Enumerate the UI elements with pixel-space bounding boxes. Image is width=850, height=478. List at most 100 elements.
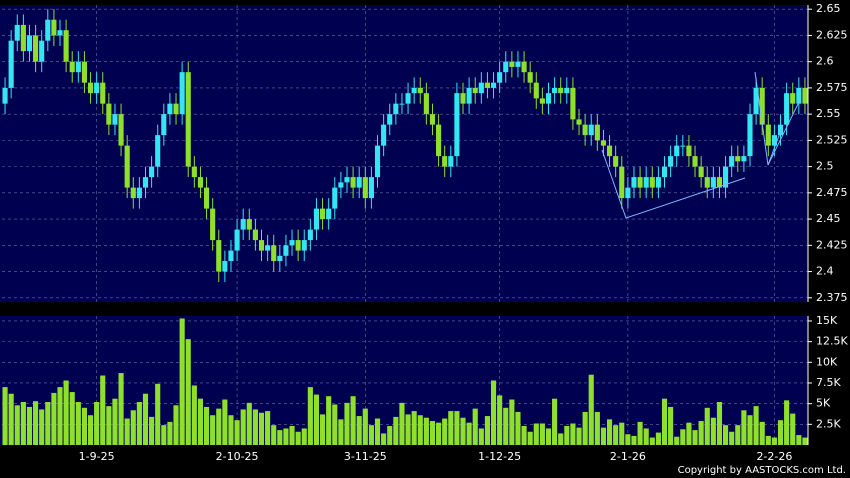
- volume-bar: [191, 385, 197, 445]
- volume-bar: [753, 406, 759, 445]
- candle-body: [185, 72, 191, 167]
- volume-bar: [295, 431, 301, 445]
- volume-bar: [582, 411, 588, 445]
- candle-body: [75, 61, 81, 73]
- volume-bar: [45, 402, 51, 445]
- trend-line: [767, 99, 801, 166]
- volume-bar: [454, 411, 460, 445]
- volume-bar: [472, 408, 478, 445]
- candle-body: [271, 245, 277, 262]
- candle-body: [277, 255, 283, 262]
- candle-body: [381, 124, 387, 146]
- candle-body: [94, 82, 100, 94]
- volume-bar: [643, 428, 649, 445]
- candle-body: [167, 103, 173, 115]
- candle-body: [142, 177, 149, 188]
- candle-body: [338, 182, 344, 188]
- volume-bar: [777, 420, 784, 445]
- candle-body: [2, 87, 8, 104]
- y-tick-label: 2.5: [816, 160, 834, 173]
- candle-body: [625, 187, 631, 199]
- volume-bar: [796, 435, 802, 445]
- candle-body: [26, 35, 33, 52]
- candle-body: [637, 177, 643, 188]
- candle-body: [661, 166, 668, 178]
- candle-body: [460, 93, 466, 104]
- candle-body: [173, 103, 179, 115]
- candle-body: [564, 87, 570, 94]
- candle-body: [411, 87, 417, 94]
- volume-bar: [484, 416, 490, 445]
- candle-body: [240, 219, 246, 230]
- candle-body: [631, 177, 637, 188]
- volume-bar: [100, 375, 106, 445]
- volume-bar: [527, 431, 533, 445]
- x-tick-label: 1-9-25: [79, 450, 115, 463]
- candle-body: [643, 177, 649, 188]
- y-tick-label: 5K: [816, 397, 831, 410]
- candle-body: [784, 93, 790, 125]
- volume-bar: [539, 423, 545, 445]
- volume-bar: [246, 402, 252, 445]
- volume-bar: [320, 414, 326, 445]
- volume-bar: [51, 392, 57, 445]
- candle-body: [668, 156, 674, 167]
- candle-body: [509, 61, 515, 67]
- volume-bar: [704, 407, 710, 445]
- volume-bar: [258, 412, 265, 445]
- candle-body: [442, 156, 448, 167]
- volume-bar: [570, 423, 576, 445]
- volume-bar: [735, 425, 741, 445]
- volume-bar: [771, 437, 777, 445]
- candle-body: [393, 103, 399, 115]
- volume-bar: [723, 425, 729, 445]
- candle-body: [448, 156, 454, 167]
- candle-body: [191, 166, 197, 178]
- candle-body: [368, 177, 374, 199]
- candle-body: [539, 98, 545, 104]
- volume-bar: [747, 415, 753, 445]
- volume-bar: [802, 437, 808, 445]
- volume-bar: [466, 422, 472, 445]
- volume-bar: [356, 416, 362, 445]
- volume-bar: [94, 402, 100, 445]
- candle-body: [759, 87, 765, 125]
- volume-bar: [405, 414, 411, 445]
- volume-bar: [130, 410, 136, 445]
- candle-body: [741, 156, 747, 162]
- candle-body: [570, 87, 576, 120]
- trend-lines: [601, 71, 801, 219]
- candle-body: [692, 156, 698, 167]
- volume-bar: [203, 406, 210, 445]
- candle-body: [106, 103, 112, 125]
- candle-body: [423, 93, 429, 115]
- y-tick-label: 15K: [816, 314, 838, 327]
- volume-bar: [69, 392, 75, 445]
- y-tick-label: 2.625: [816, 28, 848, 41]
- volume-bar: [429, 421, 436, 445]
- volume-bar: [423, 417, 429, 445]
- volume-bar: [503, 407, 509, 445]
- x-tick-label: 2-1-26: [610, 450, 646, 463]
- volume-bar: [729, 431, 735, 445]
- volume-bar: [216, 408, 222, 445]
- volume-bar: [368, 425, 374, 445]
- volume-bar: [39, 409, 45, 445]
- candle-body: [252, 229, 258, 241]
- candle-body: [527, 72, 533, 83]
- volume-bar: [2, 387, 8, 445]
- candle-body: [582, 124, 588, 136]
- candle-body: [387, 114, 393, 125]
- candle-body: [588, 124, 594, 136]
- volume-bar: [307, 387, 313, 445]
- volume-bar: [197, 398, 204, 445]
- volume-bar: [265, 411, 271, 445]
- candle-body: [613, 156, 619, 167]
- volume-bar: [149, 416, 155, 445]
- volume-bar: [167, 421, 173, 445]
- candle-body: [503, 61, 509, 73]
- volume-bar: [393, 416, 399, 445]
- candle-body: [515, 61, 521, 67]
- candle-body: [405, 93, 411, 104]
- candle-body: [301, 240, 307, 251]
